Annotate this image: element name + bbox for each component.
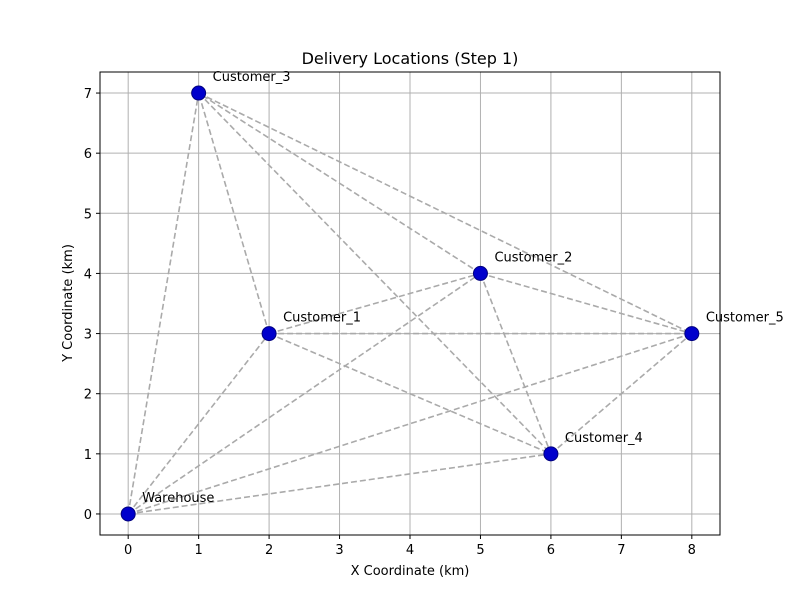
y-tick-label: 4 — [84, 267, 92, 282]
y-tick-label: 6 — [84, 147, 92, 162]
y-tick-label: 2 — [84, 388, 92, 403]
x-tick-label: 8 — [688, 543, 696, 558]
tick-layer: 0 1 2 3 4 5 6 7 8 0 1 2 3 4 5 6 7 — [84, 87, 696, 558]
connection-line — [198, 92, 481, 275]
connection-line — [127, 333, 270, 515]
location-point — [191, 85, 207, 101]
connection-line — [198, 92, 693, 335]
connection-line — [127, 272, 481, 515]
x-tick-label: 0 — [124, 543, 132, 558]
connection-line — [268, 272, 481, 335]
location-point — [472, 265, 488, 281]
y-axis-title: Y Coordinate (km) — [61, 244, 76, 363]
connection-lines — [127, 92, 693, 515]
y-tick-label: 1 — [84, 448, 92, 463]
location-point — [120, 506, 136, 522]
connection-line — [197, 92, 270, 334]
x-axis-title: X Coordinate (km) — [351, 564, 470, 579]
connection-line — [550, 332, 693, 455]
location-point — [684, 326, 700, 342]
x-tick-label: 2 — [265, 543, 273, 558]
connection-line — [198, 92, 552, 455]
x-tick-label: 3 — [335, 543, 343, 558]
location-point — [261, 326, 277, 342]
location-point — [543, 446, 559, 462]
y-tick-label: 3 — [84, 328, 92, 343]
location-label: Customer_2 — [494, 250, 572, 265]
x-tick-label: 4 — [406, 543, 414, 558]
connection-line — [128, 453, 552, 515]
y-tick-label: 0 — [84, 508, 92, 523]
x-tick-label: 6 — [547, 543, 555, 558]
location-label: Customer_1 — [283, 311, 361, 326]
location-label: Customer_4 — [565, 431, 643, 446]
connection-line — [127, 92, 200, 515]
chart-title: Delivery Locations (Step 1) — [302, 49, 519, 68]
x-tick-label: 7 — [617, 543, 625, 558]
location-label: Customer_5 — [706, 311, 784, 326]
grid-layer — [100, 72, 720, 535]
data-points — [120, 85, 700, 522]
connection-line — [268, 332, 552, 455]
y-tick-label: 7 — [84, 87, 92, 102]
y-tick-label: 5 — [84, 207, 92, 222]
x-tick-label: 5 — [476, 543, 484, 558]
location-label: Customer_3 — [213, 70, 291, 85]
x-tick-label: 1 — [194, 543, 202, 558]
point-labels: Warehouse Customer_1 Customer_2 Customer_3 C… — [142, 70, 784, 506]
connection-line — [480, 272, 693, 335]
location-label: Warehouse — [142, 491, 214, 506]
connection-line — [479, 273, 552, 455]
